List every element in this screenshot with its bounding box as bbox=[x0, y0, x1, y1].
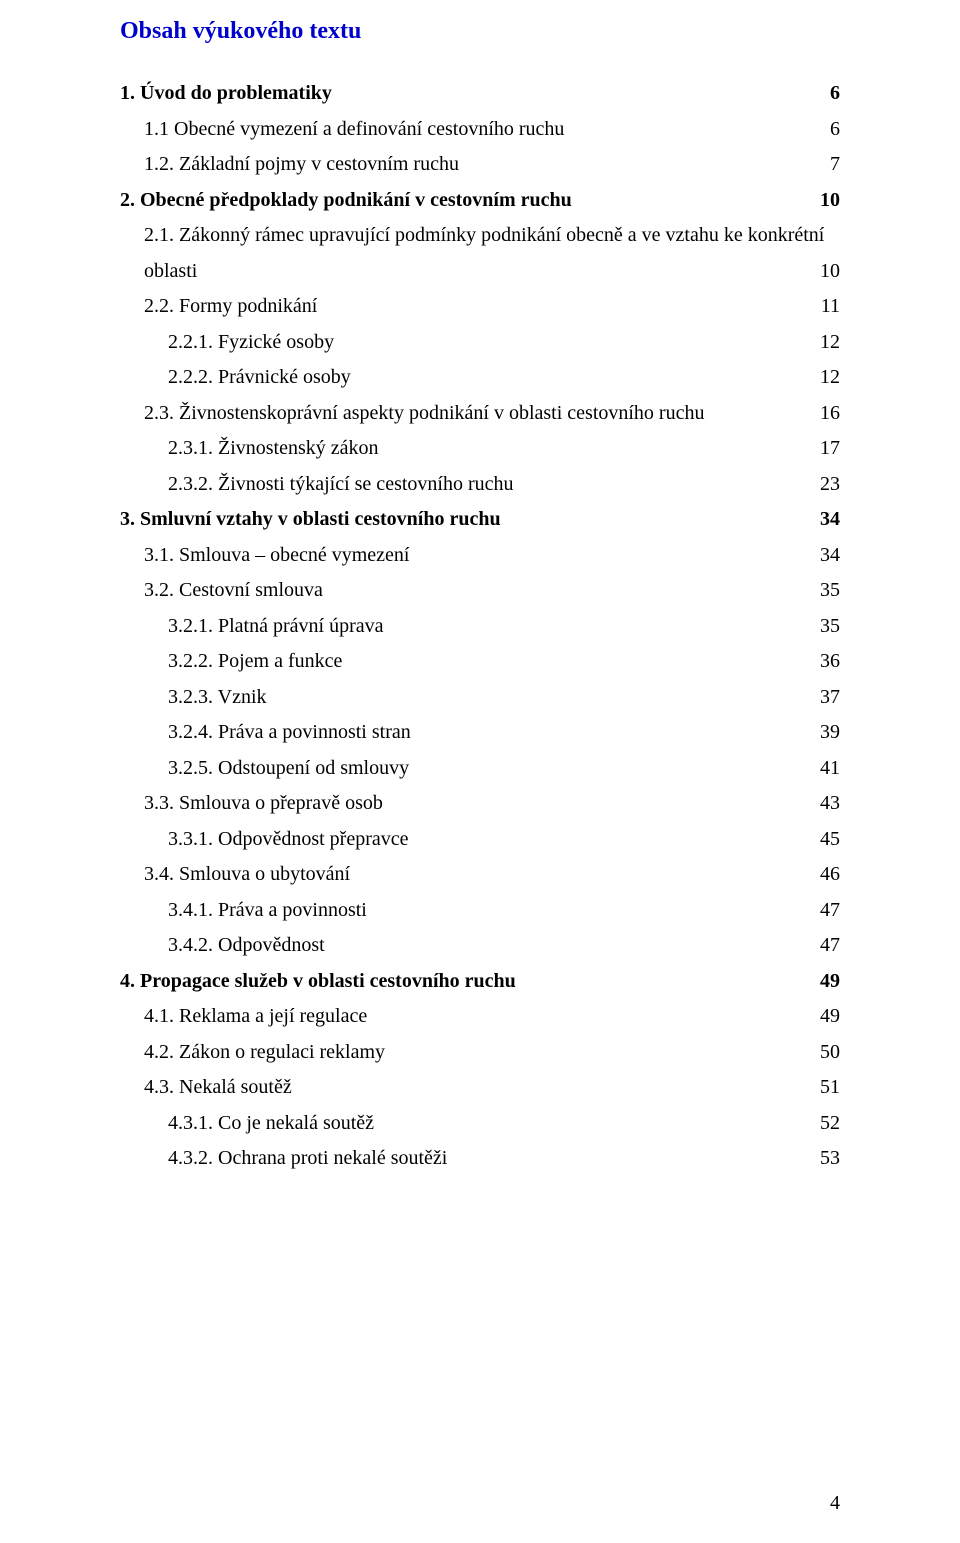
toc-entry-label: 2.2.1. Fyzické osoby bbox=[168, 332, 334, 352]
toc-entry: 3.2.1. Platná právní úprava 35 bbox=[120, 616, 840, 636]
document-title: Obsah výukového textu bbox=[120, 18, 840, 45]
toc-entry: 3.4.1. Práva a povinnosti 47 bbox=[120, 900, 840, 920]
toc-entry-label: 3.1. Smlouva – obecné vymezení bbox=[144, 545, 410, 565]
toc-entry-page: 52 bbox=[820, 1113, 840, 1133]
toc-entry-label: 4.3. Nekalá soutěž bbox=[144, 1077, 292, 1097]
toc-entry: 2.1. Zákonný rámec upravující podmínky p… bbox=[120, 225, 840, 245]
toc-entry-label: 3.2.1. Platná právní úprava bbox=[168, 616, 384, 636]
toc-entry-page: 12 bbox=[820, 367, 840, 387]
table-of-contents: 1. Úvod do problematiky 6 1.1 Obecné vymez… bbox=[120, 83, 840, 1168]
toc-entry-label: oblasti bbox=[144, 261, 197, 281]
toc-entry-page: 41 bbox=[820, 758, 840, 778]
toc-entry: 3.2. Cestovní smlouva 35 bbox=[120, 580, 840, 600]
toc-entry-page: 51 bbox=[820, 1077, 840, 1097]
toc-entry: 3.2.4. Práva a povinnosti stran 39 bbox=[120, 722, 840, 742]
toc-entry: 2.2.1. Fyzické osoby 12 bbox=[120, 332, 840, 352]
toc-entry-label: 2.3. Živnostenskoprávní aspekty podnikán… bbox=[144, 403, 704, 423]
toc-entry-label: 3.2.4. Práva a povinnosti stran bbox=[168, 722, 411, 742]
toc-entry-page: 37 bbox=[820, 687, 840, 707]
toc-entry: 2.2.2. Právnické osoby 12 bbox=[120, 367, 840, 387]
toc-entry: 4.1. Reklama a její regulace 49 bbox=[120, 1006, 840, 1026]
toc-entry-label: 4.1. Reklama a její regulace bbox=[144, 1006, 367, 1026]
toc-entry: 2.3.2. Živnosti týkající se cestovního r… bbox=[120, 474, 840, 494]
toc-entry-label: 2.2. Formy podnikání bbox=[144, 296, 317, 316]
toc-entry-page: 12 bbox=[820, 332, 840, 352]
toc-entry-label: 1. Úvod do problematiky bbox=[120, 83, 332, 103]
toc-entry-label: 3.4.1. Práva a povinnosti bbox=[168, 900, 367, 920]
toc-entry-label: 3.2. Cestovní smlouva bbox=[144, 580, 323, 600]
toc-entry-page: 10 bbox=[820, 190, 840, 210]
toc-entry-page: 35 bbox=[820, 580, 840, 600]
toc-entry-label: 2. Obecné předpoklady podnikání v cestov… bbox=[120, 190, 572, 210]
toc-entry-page: 6 bbox=[830, 119, 840, 139]
toc-entry-page: 53 bbox=[820, 1148, 840, 1168]
toc-entry-label: 2.2.2. Právnické osoby bbox=[168, 367, 351, 387]
toc-entry: 3.2.3. Vznik 37 bbox=[120, 687, 840, 707]
page: Obsah výukového textu 1. Úvod do problem… bbox=[0, 0, 960, 1543]
toc-entry: 3.3. Smlouva o přepravě osob 43 bbox=[120, 793, 840, 813]
toc-entry-page: 11 bbox=[821, 296, 840, 316]
toc-entry: 4.3.2. Ochrana proti nekalé soutěži 53 bbox=[120, 1148, 840, 1168]
toc-entry-page: 45 bbox=[820, 829, 840, 849]
toc-entry-page: 49 bbox=[820, 1006, 840, 1026]
toc-entry: 4. Propagace služeb v oblasti cestovního… bbox=[120, 971, 840, 991]
toc-entry: 3.4. Smlouva o ubytování 46 bbox=[120, 864, 840, 884]
toc-entry-label: 3.2.3. Vznik bbox=[168, 687, 267, 707]
toc-entry: 3.2.2. Pojem a funkce 36 bbox=[120, 651, 840, 671]
toc-entry-page: 47 bbox=[820, 900, 840, 920]
toc-entry: oblasti 10 bbox=[120, 261, 840, 281]
toc-entry-page: 17 bbox=[820, 438, 840, 458]
toc-entry-label: 3.2.2. Pojem a funkce bbox=[168, 651, 342, 671]
toc-entry: 4.3.1. Co je nekalá soutěž 52 bbox=[120, 1113, 840, 1133]
toc-entry-label: 1.1 Obecné vymezení a definování cestovn… bbox=[144, 119, 564, 139]
toc-entry-label: 2.3.2. Živnosti týkající se cestovního r… bbox=[168, 474, 514, 494]
toc-entry: 1.2. Základní pojmy v cestovním ruchu 7 bbox=[120, 154, 840, 174]
toc-entry-page: 16 bbox=[820, 403, 840, 423]
toc-entry: 4.3. Nekalá soutěž 51 bbox=[120, 1077, 840, 1097]
toc-entry-label: 4.2. Zákon o regulaci reklamy bbox=[144, 1042, 385, 1062]
toc-entry: 2.3.1. Živnostenský zákon 17 bbox=[120, 438, 840, 458]
toc-entry: 3. Smluvní vztahy v oblasti cestovního r… bbox=[120, 509, 840, 529]
toc-entry-label: 3.2.5. Odstoupení od smlouvy bbox=[168, 758, 409, 778]
toc-entry-page: 35 bbox=[820, 616, 840, 636]
toc-entry-label: 3.4.2. Odpovědnost bbox=[168, 935, 325, 955]
toc-entry-page: 47 bbox=[820, 935, 840, 955]
toc-entry-page: 6 bbox=[830, 83, 840, 103]
toc-entry-page: 10 bbox=[820, 261, 840, 281]
toc-entry-page: 23 bbox=[820, 474, 840, 494]
toc-entry-label: 3.3. Smlouva o přepravě osob bbox=[144, 793, 383, 813]
toc-entry-page: 50 bbox=[820, 1042, 840, 1062]
toc-entry: 3.4.2. Odpovědnost 47 bbox=[120, 935, 840, 955]
toc-entry-label: 1.2. Základní pojmy v cestovním ruchu bbox=[144, 154, 459, 174]
toc-entry-label: 3.3.1. Odpovědnost přepravce bbox=[168, 829, 409, 849]
toc-entry-label: 3.4. Smlouva o ubytování bbox=[144, 864, 350, 884]
toc-entry: 2. Obecné předpoklady podnikání v cestov… bbox=[120, 190, 840, 210]
toc-entry-page: 34 bbox=[820, 509, 840, 529]
toc-entry: 2.2. Formy podnikání 11 bbox=[120, 296, 840, 316]
toc-entry-label: 3. Smluvní vztahy v oblasti cestovního r… bbox=[120, 509, 501, 529]
toc-entry: 4.2. Zákon o regulaci reklamy 50 bbox=[120, 1042, 840, 1062]
toc-entry: 2.3. Živnostenskoprávní aspekty podnikán… bbox=[120, 403, 840, 423]
toc-entry: 3.2.5. Odstoupení od smlouvy 41 bbox=[120, 758, 840, 778]
toc-entry-page: 46 bbox=[820, 864, 840, 884]
toc-entry-page: 34 bbox=[820, 545, 840, 565]
toc-entry: 3.3.1. Odpovědnost přepravce 45 bbox=[120, 829, 840, 849]
toc-entry-page: 49 bbox=[820, 971, 840, 991]
toc-entry-page: 39 bbox=[820, 722, 840, 742]
toc-entry: 1.1 Obecné vymezení a definování cestovn… bbox=[120, 119, 840, 139]
toc-entry: 1. Úvod do problematiky 6 bbox=[120, 83, 840, 103]
toc-entry-label: 4. Propagace služeb v oblasti cestovního… bbox=[120, 971, 516, 991]
toc-entry-label: 2.1. Zákonný rámec upravující podmínky p… bbox=[144, 225, 824, 245]
toc-entry: 3.1. Smlouva – obecné vymezení 34 bbox=[120, 545, 840, 565]
toc-entry-page: 36 bbox=[820, 651, 840, 671]
toc-entry-label: 4.3.2. Ochrana proti nekalé soutěži bbox=[168, 1148, 447, 1168]
toc-entry-page: 43 bbox=[820, 793, 840, 813]
toc-entry-page: 7 bbox=[830, 154, 840, 174]
toc-entry-label: 4.3.1. Co je nekalá soutěž bbox=[168, 1113, 374, 1133]
toc-entry-label: 2.3.1. Živnostenský zákon bbox=[168, 438, 379, 458]
page-number: 4 bbox=[830, 1492, 840, 1515]
